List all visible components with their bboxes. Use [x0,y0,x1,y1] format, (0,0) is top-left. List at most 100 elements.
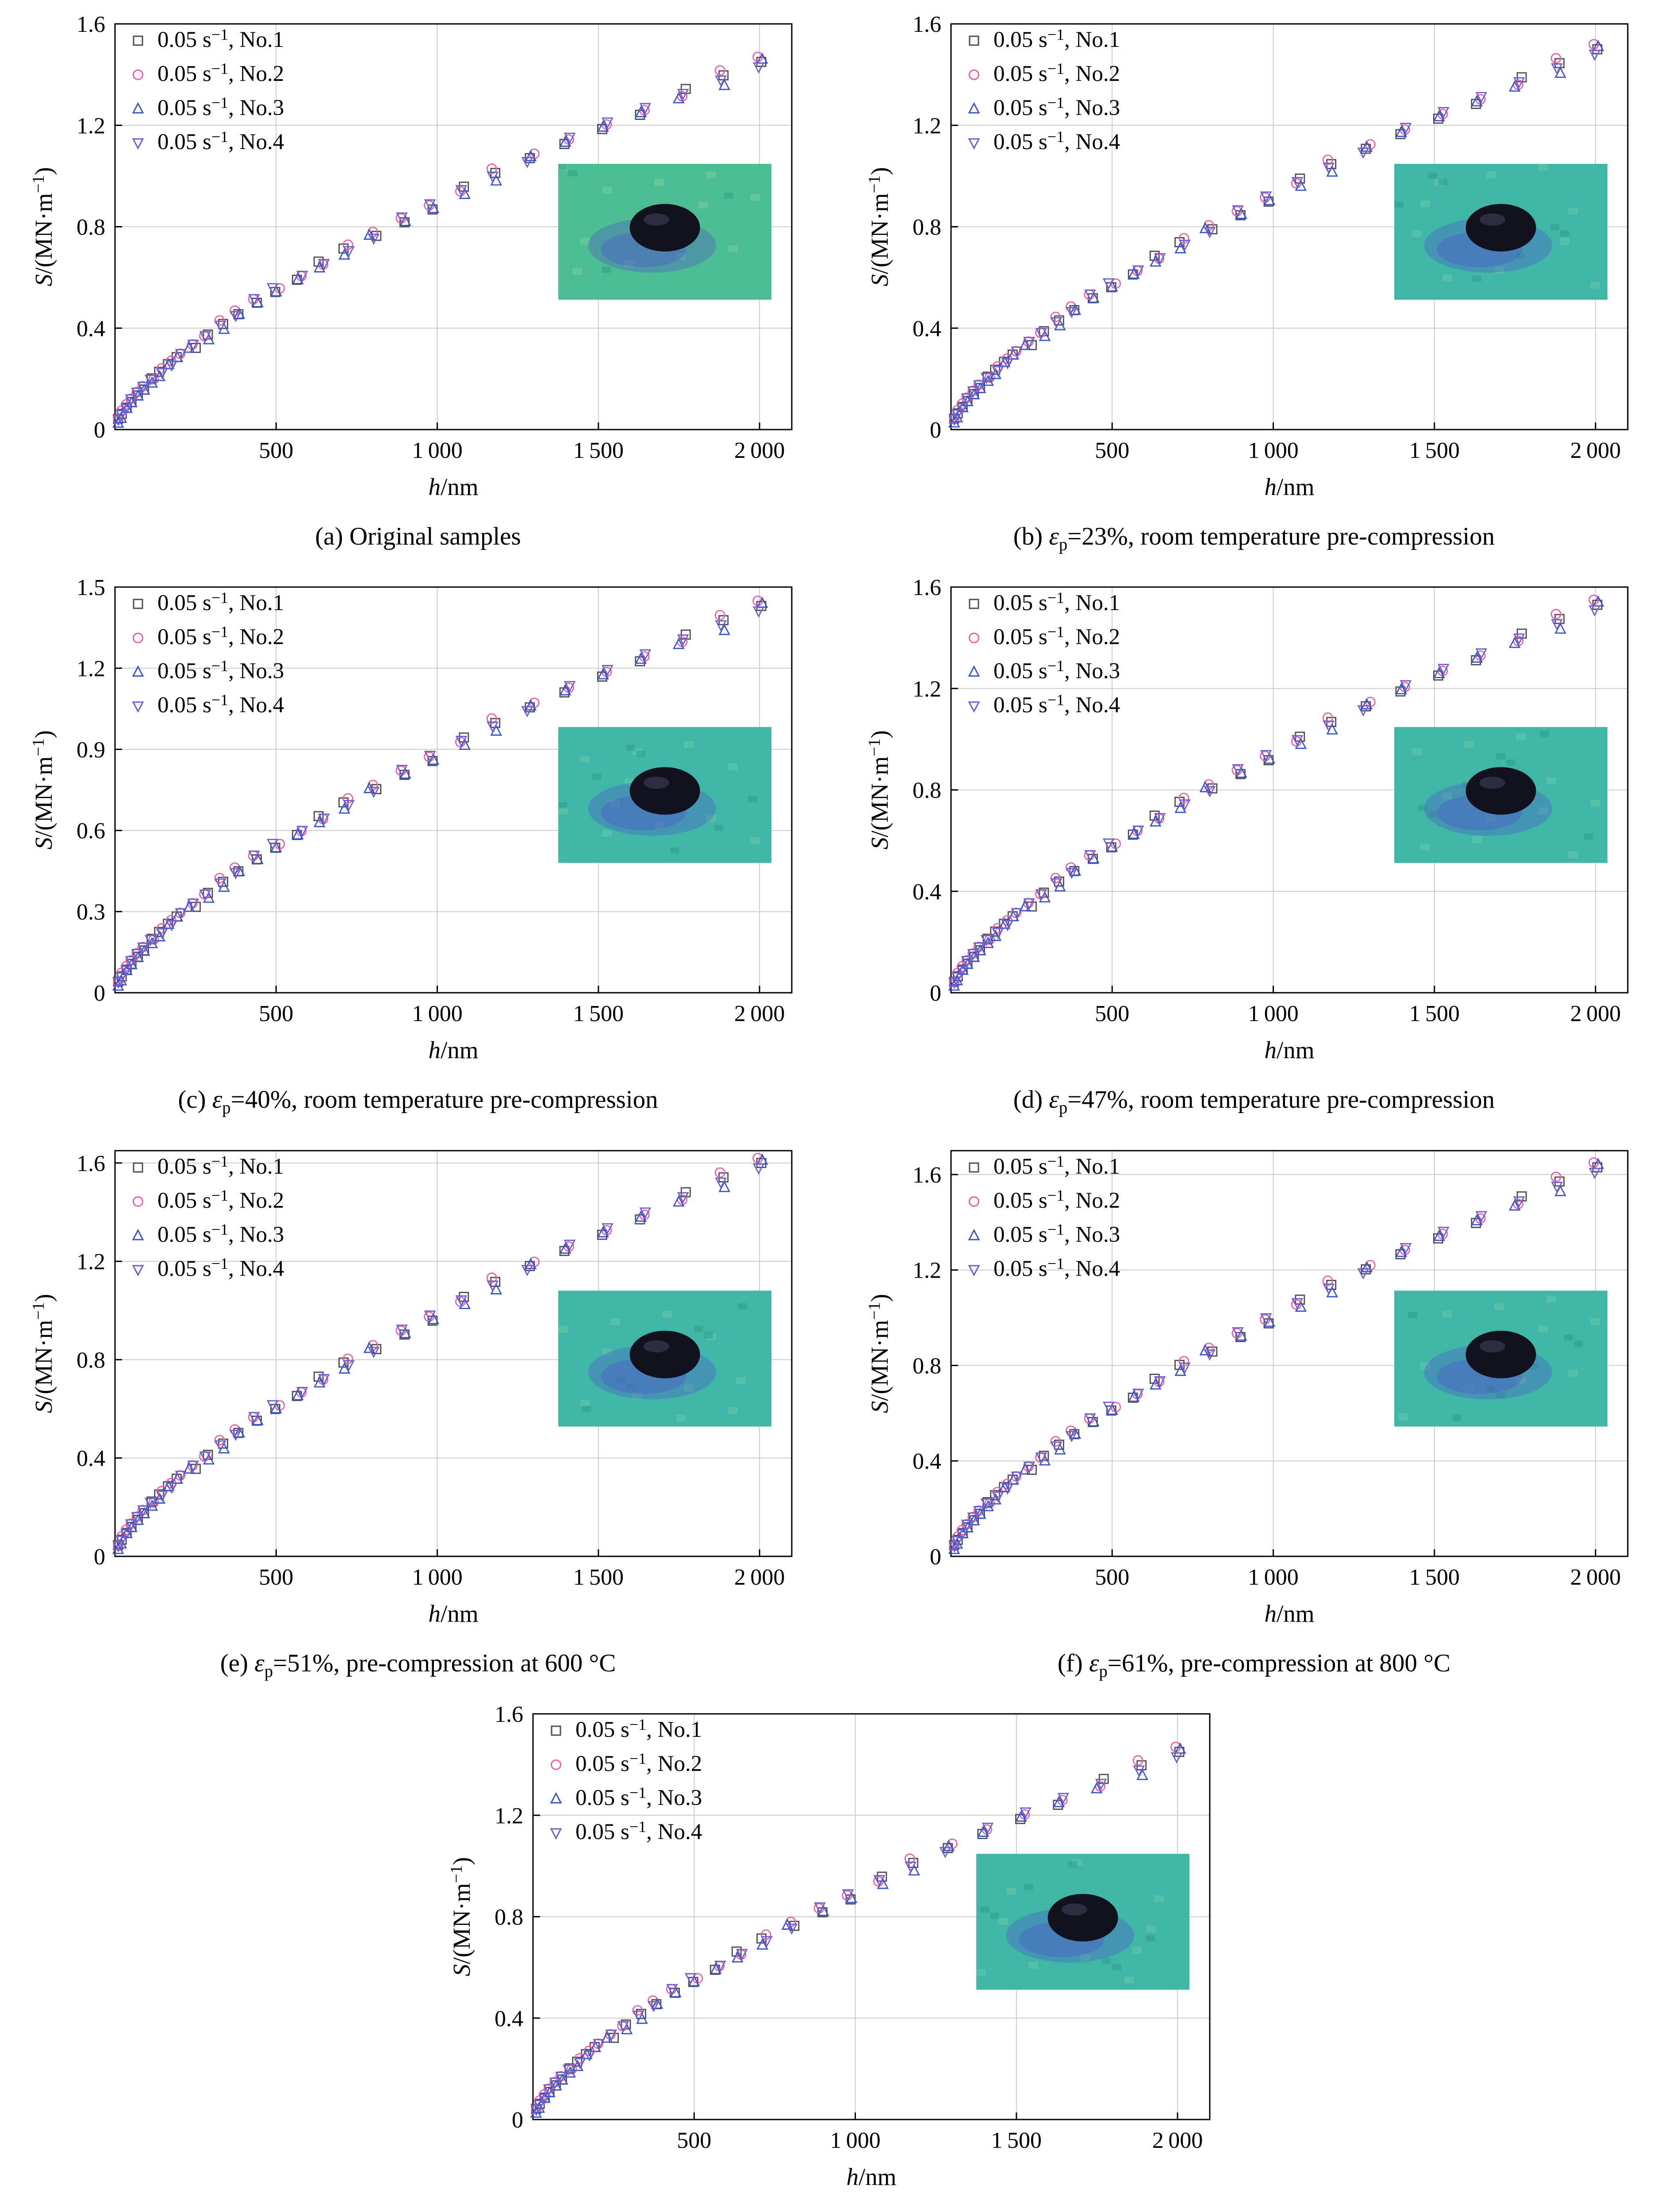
triangle-up-marker [233,865,245,876]
triangle-down-marker [550,1828,562,1840]
circle-marker [1050,1436,1061,1447]
triangle-down-marker [973,1506,985,1517]
triangle-down-marker [555,2072,567,2083]
square-marker [969,1162,979,1173]
y-tick-label: 0.8 [77,1348,105,1373]
legend-label: 0.05 s−1, No.3 [157,94,284,120]
triangle-up-marker [1174,242,1186,253]
triangle-down-marker [137,1505,149,1517]
triangle-down-marker [786,1924,798,1935]
triangle-up-marker [1090,1782,1103,1793]
triangle-up-marker [559,1242,571,1254]
triangle-up-marker [1554,622,1567,634]
chart-caption-c: (c) εp=40%, room temperature pre-compres… [178,1086,658,1118]
triangle-up-marker [1395,126,1407,137]
inset-micrograph [1394,727,1608,863]
axis-ticks: 500 1 000 1 500 2 000 0 0.3 0.6 0.9 1.2 1.5 [77,575,785,1026]
circle-marker [486,713,497,724]
triangle-down-marker [343,1360,355,1371]
triangle-down-marker [368,234,380,245]
triangle-down-marker [1023,898,1035,910]
triangle-down-marker [992,1491,1004,1503]
y-tick-label: 1.2 [77,657,105,682]
triangle-up-marker [115,411,127,423]
legend-label: 0.05 s−1, No.3 [157,657,284,684]
triangle-down-marker [318,814,330,825]
triangle-up-marker [153,930,166,942]
chart-canvas-d: 500 1 000 1 500 2 000 0 0.4 0.8 1.2 1.6 S/(MN·m−1… [865,575,1629,1064]
square-marker [133,35,143,46]
x-tick-label: 500 [259,438,293,463]
inset-micrograph [1394,1290,1608,1427]
triangle-up-marker [672,638,685,649]
axis-ticks: 500 1 000 1 500 2 000 0 0.4 0.8 1.2 1.6 [913,12,1621,463]
legend-label: 0.05 s−1, No.1 [575,1716,702,1742]
legend-label: 0.05 s−1, No.4 [157,128,284,154]
triangle-down-marker [1051,317,1062,329]
axis-ticks: 500 1 000 1 500 2 000 0 0.4 0.8 1.2 1.6 [77,1151,785,1590]
triangle-up-marker [132,665,144,677]
triangle-down-marker [1102,278,1115,290]
triangle-down-marker [1400,1243,1412,1254]
triangle-down-marker [648,2001,660,2012]
triangle-down-marker [1001,920,1014,932]
circle-marker [424,200,434,211]
triangle-up-marker [651,1997,663,2009]
subplot-a: 500 1 000 1 500 2 000 0 0.4 0.8 1.2 1.6 S/(MN·m−1… [0,12,836,554]
circle-marker [813,1903,824,1914]
square-marker [218,877,228,887]
circle-marker [133,633,143,644]
x-tick-label: 1 500 [1409,1001,1460,1026]
triangle-down-marker [980,935,993,947]
plot-box [114,1150,793,1557]
triangle-down-marker [132,1265,144,1277]
triangle-up-marker [183,901,195,912]
triangle-up-marker [718,79,731,90]
triangle-up-marker [313,261,326,273]
triangle-down-marker [318,259,330,270]
triangle-down-marker [543,2084,555,2096]
triangle-down-marker [1051,1441,1062,1453]
series-no.4-markers [948,605,1601,989]
circle-marker [760,1929,771,1940]
triangle-down-marker [521,1265,533,1276]
triangle-down-marker [538,2093,550,2105]
triangle-down-marker [1035,328,1047,339]
circle-marker [133,1196,143,1207]
circle-marker [424,1311,434,1322]
circle-marker [1291,736,1302,747]
legend-label: 0.05 s−1, No.2 [575,1750,702,1776]
triangle-down-marker [1204,227,1216,238]
legend: 0.05 s−1, No.1 0.05 s−1, No.2 0.05 s−1, No… [968,589,1120,718]
circle-marker [632,2005,643,2016]
triangle-up-marker [1174,802,1186,813]
y-tick-label: 1.2 [495,1803,523,1828]
circle-marker [1231,1328,1242,1339]
triangle-up-marker [601,2032,613,2043]
square-marker [154,366,165,377]
triangle-up-marker [998,355,1011,367]
circle-marker [566,2064,577,2075]
square-marker [990,365,1001,375]
triangle-down-marker [980,373,993,384]
triangle-up-marker [948,979,960,991]
triangle-down-marker [1001,358,1014,370]
triangle-down-marker [980,1498,993,1510]
triangle-down-marker [424,751,436,762]
triangle-down-marker [530,2104,542,2116]
y-tick-label: 0.4 [913,1449,941,1474]
triangle-down-marker [948,978,960,989]
x-tick-label: 2 000 [734,438,785,463]
triangle-down-marker [343,246,355,257]
circle-marker [1050,873,1061,884]
triangle-down-marker [1023,337,1035,348]
legend: 0.05 s−1, No.1 0.05 s−1, No.2 0.05 s−1, No… [132,1152,284,1281]
circle-marker [486,1272,497,1283]
triangle-down-marker [368,1347,380,1358]
x-axis-title: h/nm [428,1600,478,1627]
triangle-up-marker [635,1210,647,1222]
triangle-up-marker [948,1542,960,1554]
triangle-down-marker [951,972,964,984]
triangle-down-marker [1323,1283,1335,1295]
triangle-down-marker [752,1163,765,1175]
